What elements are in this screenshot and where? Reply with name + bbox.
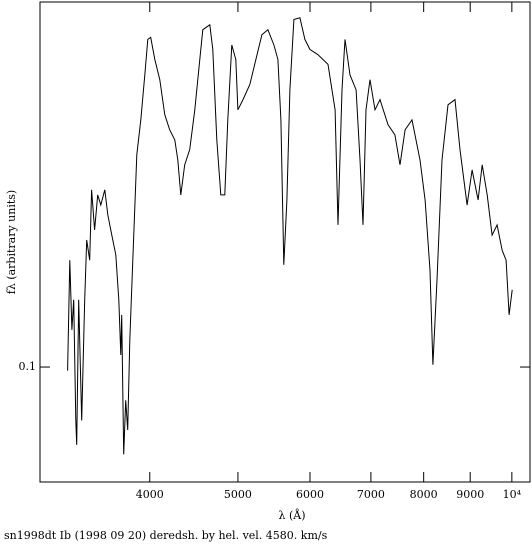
x-tick-label: 7000 <box>357 488 385 501</box>
plot-frame <box>39 1 531 483</box>
spectrum-line <box>67 17 513 455</box>
x-tick-label: 9000 <box>456 488 484 501</box>
x-tick-label: 8000 <box>410 488 438 501</box>
x-tick-label: 10⁴ <box>503 488 522 501</box>
x-axis-label: λ (Å) <box>279 508 306 522</box>
y-tick-label: 0.1 <box>19 360 37 373</box>
x-tick-label: 6000 <box>296 488 324 501</box>
x-tick-label: 5000 <box>224 488 252 501</box>
y-axis-label: fλ (arbitrary units) <box>5 190 18 294</box>
caption: sn1998dt Ib (1998 09 20) deredsh. by hel… <box>4 529 328 542</box>
x-tick-label: 4000 <box>136 488 164 501</box>
